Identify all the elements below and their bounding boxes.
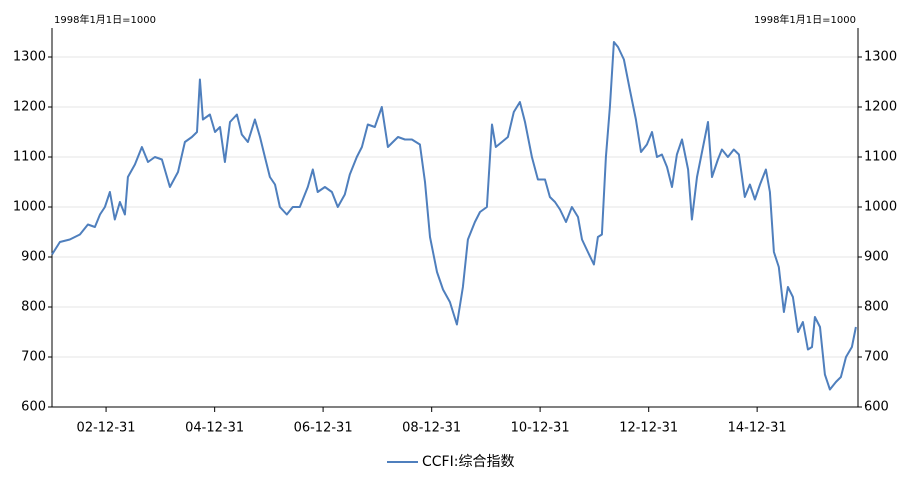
y-tick-label: 1000: [13, 200, 46, 215]
y-tick-label: 1200: [13, 100, 46, 115]
x-tick-label: 06-12-31: [294, 421, 353, 436]
y2-axis-note: 1998年1月1日=1000: [754, 13, 856, 26]
x-tick-label: 12-12-31: [619, 421, 678, 436]
y-tick-label: 600: [21, 400, 46, 415]
data-line: [51, 41, 857, 391]
y-tick-label: 1100: [13, 150, 46, 165]
x-tick-label: 10-12-31: [511, 421, 570, 436]
y2-tick-label: 800: [864, 300, 889, 315]
y2-tick-label: 1000: [864, 200, 897, 215]
x-tick-label: 08-12-31: [402, 421, 461, 436]
legend-label: CCFI:综合指数: [422, 454, 514, 470]
x-tick-label: 04-12-31: [185, 421, 244, 436]
y-tick-label: 800: [21, 300, 46, 315]
y2-tick-label: 600: [864, 400, 889, 415]
y-tick-label: 900: [21, 250, 46, 265]
y2-tick-label: 1100: [864, 150, 897, 165]
y2-tick-label: 700: [864, 350, 889, 365]
y-tick-label: 700: [21, 350, 46, 365]
y2-tick-label: 1200: [864, 100, 897, 115]
x-tick-label: 14-12-31: [728, 421, 787, 436]
x-tick-label: 02-12-31: [77, 421, 136, 436]
y2-tick-label: 1300: [864, 50, 897, 65]
y2-tick-label: 900: [864, 250, 889, 265]
y-axis-note: 1998年1月1日=1000: [54, 13, 156, 26]
y-tick-label: 1300: [13, 50, 46, 65]
